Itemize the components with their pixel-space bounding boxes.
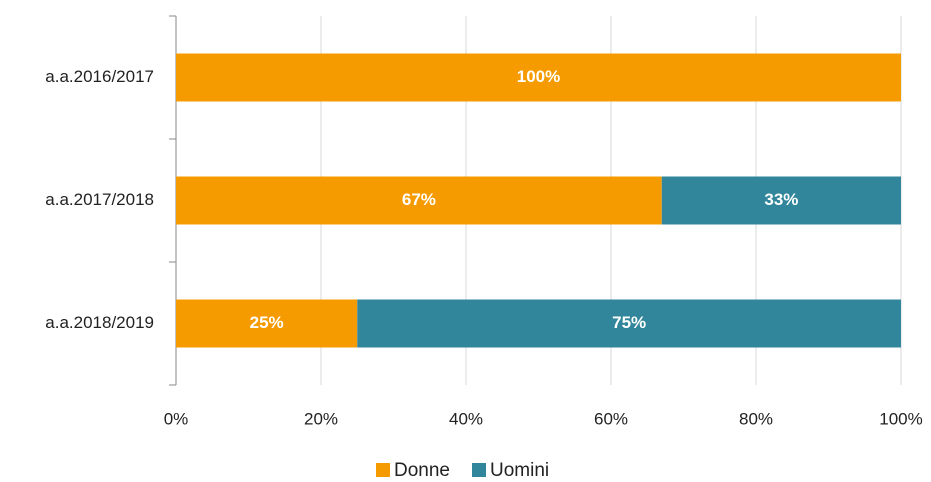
legend-label: Donne (394, 460, 450, 481)
x-tick-label: 60% (594, 409, 628, 428)
bar-segment (661, 176, 901, 225)
x-tick-label: 100% (879, 409, 922, 428)
bar-segment (176, 176, 662, 225)
x-tick-label: 20% (304, 409, 338, 428)
data-label: 25% (250, 313, 284, 332)
data-label: 67% (402, 190, 436, 209)
x-tick-label: 40% (449, 409, 483, 428)
y-tick-label: a.a.2017/2018 (45, 190, 154, 209)
x-tick-label: 0% (164, 409, 189, 428)
data-label: 33% (764, 190, 798, 209)
y-tick-label: a.a.2018/2019 (45, 313, 154, 332)
bar-segment (357, 299, 901, 348)
bar-segment (176, 53, 901, 102)
legend-swatch (376, 463, 390, 477)
legend-label: Uomini (490, 460, 549, 481)
bar-segment (176, 299, 358, 348)
y-tick-label: a.a.2016/2017 (45, 67, 154, 86)
legend-swatch (472, 463, 486, 477)
data-label: 100% (517, 67, 560, 86)
data-label: 75% (612, 313, 646, 332)
x-tick-label: 80% (739, 409, 773, 428)
